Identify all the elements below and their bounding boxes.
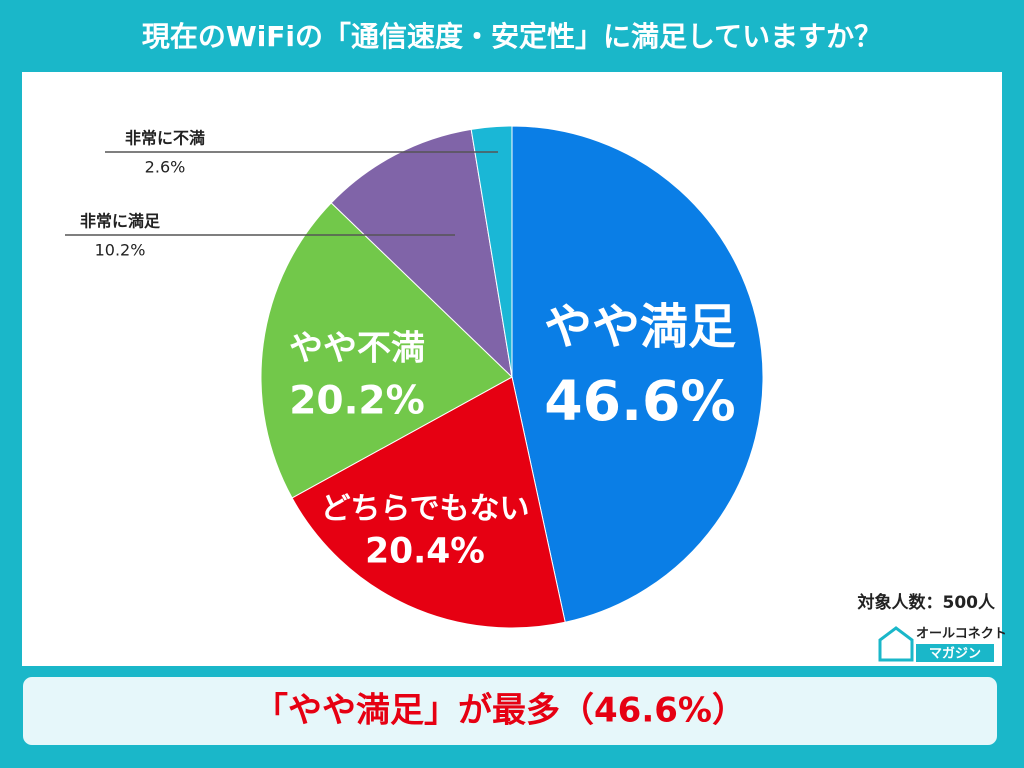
- slice-label: どちらでもない: [320, 492, 529, 527]
- slice-label: 非常に不満: [125, 129, 205, 148]
- pie-slice: [511, 125, 764, 623]
- pie-slice: [330, 128, 513, 379]
- pie-slice: [260, 202, 513, 499]
- summary-text: 「やや満足」が最多（46.6%）: [254, 691, 746, 731]
- logo-badge: [916, 644, 994, 662]
- sample-note: 対象人数：500人: [857, 592, 996, 613]
- slice-label: やや満足: [544, 299, 736, 355]
- slice-value-label: 2.6%: [145, 158, 186, 177]
- slice-value-label: 10.2%: [95, 241, 146, 260]
- pie-slice: [470, 125, 513, 378]
- pie-slice: [291, 376, 566, 629]
- logo-text: オールコネクト: [916, 627, 1007, 642]
- pie: [260, 125, 764, 629]
- logo-icon: [878, 626, 914, 662]
- slice-value-label: 20.4%: [365, 532, 485, 572]
- slice-label: 非常に満足: [80, 212, 161, 231]
- slice-value-label: 20.2%: [289, 379, 425, 424]
- summary-box: [21, 675, 999, 747]
- logo: オールコネクト マガジン: [878, 626, 1007, 662]
- slice-value-label: 46.6%: [544, 370, 735, 434]
- slice-label: やや不満: [289, 329, 425, 369]
- logo-text: マガジン: [929, 647, 981, 662]
- chart-title: 現在のWiFiの「通信速度・安定性」に満足していますか？: [142, 20, 882, 53]
